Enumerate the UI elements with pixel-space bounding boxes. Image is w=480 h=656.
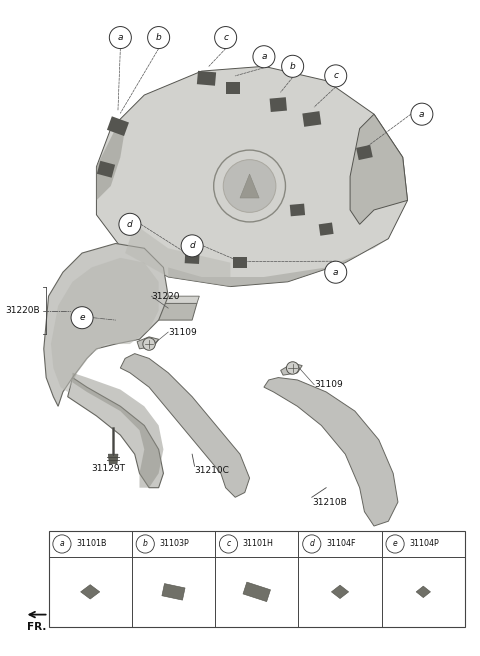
Circle shape [148,26,169,49]
Circle shape [215,26,237,49]
Circle shape [324,65,347,87]
Text: 31129T: 31129T [92,464,126,473]
Text: c: c [223,33,228,42]
Text: b: b [156,33,161,42]
Polygon shape [226,81,240,94]
FancyBboxPatch shape [48,531,465,626]
Text: 31220: 31220 [152,292,180,300]
Polygon shape [350,114,408,224]
Polygon shape [137,337,158,349]
Polygon shape [125,224,230,287]
Text: FR.: FR. [27,622,47,632]
Text: 31210B: 31210B [312,497,347,506]
Text: e: e [393,539,397,548]
Text: 31104P: 31104P [409,539,439,548]
Polygon shape [144,303,197,320]
Text: 31220B: 31220B [5,306,40,315]
Text: e: e [79,313,85,322]
Text: 31109: 31109 [314,380,343,389]
Polygon shape [319,222,334,236]
Polygon shape [233,257,247,268]
Polygon shape [302,111,321,127]
Polygon shape [162,584,185,600]
Polygon shape [68,378,163,487]
Polygon shape [197,71,216,86]
Polygon shape [243,582,271,602]
Circle shape [324,261,347,283]
Text: d: d [127,220,133,229]
Circle shape [181,235,203,257]
Polygon shape [72,373,163,487]
Circle shape [119,213,141,236]
Circle shape [223,159,276,213]
Polygon shape [44,243,168,406]
Polygon shape [168,239,388,287]
Polygon shape [96,66,408,287]
Text: 31109: 31109 [168,327,197,337]
Polygon shape [264,378,398,526]
Text: 31210C: 31210C [194,466,229,476]
Polygon shape [149,296,199,303]
Circle shape [386,535,404,553]
Polygon shape [240,174,259,198]
Text: a: a [419,110,425,119]
Text: d: d [189,241,195,251]
Polygon shape [120,354,250,497]
Text: 31101B: 31101B [76,539,107,548]
Text: b: b [143,539,148,548]
Text: d: d [309,539,314,548]
Polygon shape [51,258,158,392]
Circle shape [219,535,238,553]
Polygon shape [97,161,115,178]
Circle shape [143,338,156,350]
Polygon shape [96,119,125,200]
Text: b: b [290,62,296,71]
Polygon shape [356,145,373,160]
Circle shape [71,307,93,329]
Text: a: a [60,539,64,548]
Polygon shape [416,586,431,598]
Text: 31103P: 31103P [159,539,189,548]
Circle shape [136,535,155,553]
Text: a: a [333,268,338,277]
Text: 31101H: 31101H [243,539,274,548]
Polygon shape [281,363,302,375]
Polygon shape [290,203,305,216]
Circle shape [253,46,275,68]
Circle shape [53,535,71,553]
Circle shape [282,55,304,77]
Text: a: a [118,33,123,42]
Text: a: a [261,52,267,61]
Polygon shape [331,585,348,598]
Circle shape [411,103,433,125]
Circle shape [303,535,321,553]
Circle shape [287,361,299,374]
Text: 31104F: 31104F [326,539,356,548]
Text: c: c [333,72,338,81]
Text: c: c [227,539,230,548]
Polygon shape [81,584,100,599]
Circle shape [109,26,132,49]
Polygon shape [108,454,118,464]
Polygon shape [270,97,287,112]
Polygon shape [107,116,129,136]
Polygon shape [185,252,200,264]
